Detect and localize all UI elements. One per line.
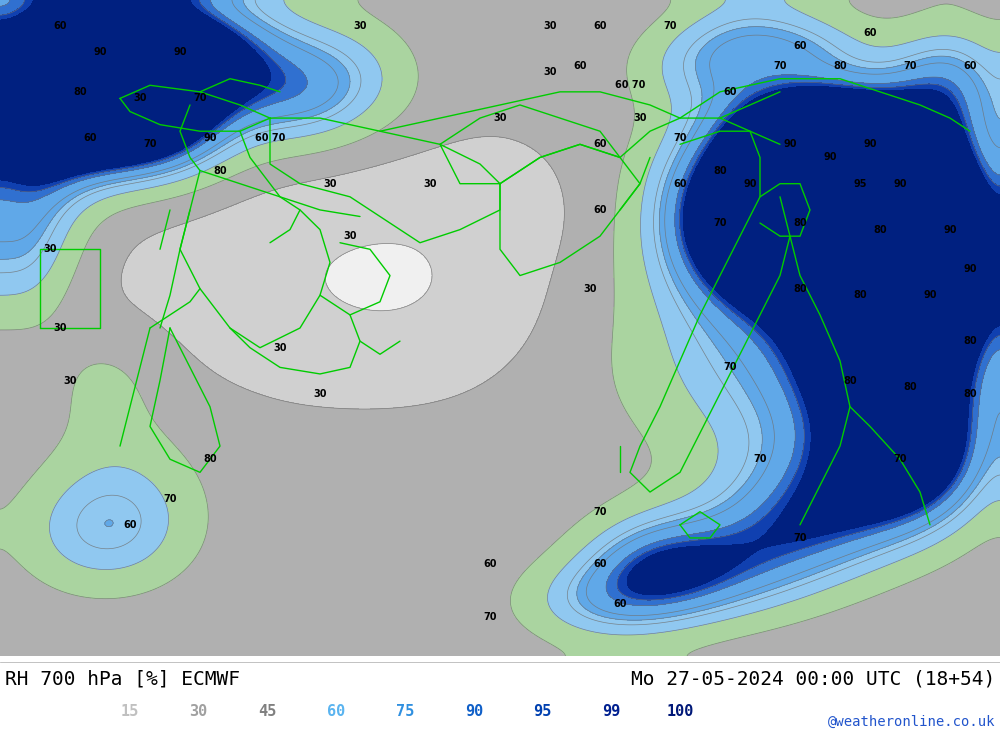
Text: 70: 70 — [793, 533, 807, 543]
Text: 90: 90 — [465, 704, 483, 719]
Text: 90: 90 — [863, 139, 877, 150]
Text: 30: 30 — [543, 21, 557, 32]
Text: 60: 60 — [327, 704, 345, 719]
Text: 30: 30 — [273, 343, 287, 353]
Text: 60: 60 — [483, 559, 497, 570]
Text: 80: 80 — [903, 382, 917, 392]
Text: 45: 45 — [258, 704, 277, 719]
Text: RH 700 hPa [%] ECMWF: RH 700 hPa [%] ECMWF — [5, 670, 240, 689]
Text: 90: 90 — [893, 179, 907, 188]
Text: 30: 30 — [493, 113, 507, 123]
Text: 90: 90 — [963, 264, 977, 274]
Text: 70: 70 — [753, 454, 767, 464]
Text: 60: 60 — [963, 61, 977, 70]
Text: 90: 90 — [923, 290, 937, 301]
Text: 70: 70 — [143, 139, 157, 150]
Text: 90: 90 — [823, 152, 837, 163]
Text: 60: 60 — [593, 559, 607, 570]
Text: 80: 80 — [203, 454, 217, 464]
Text: 60: 60 — [863, 28, 877, 38]
Text: 70: 70 — [673, 133, 687, 143]
Text: 60 70: 60 70 — [255, 133, 285, 143]
Text: 60: 60 — [123, 520, 137, 530]
Text: 80: 80 — [963, 336, 977, 346]
Text: 80: 80 — [833, 61, 847, 70]
Text: 80: 80 — [963, 388, 977, 399]
Text: 30: 30 — [423, 179, 437, 188]
Text: 70: 70 — [903, 61, 917, 70]
Text: 90: 90 — [93, 48, 107, 57]
Text: 30: 30 — [63, 375, 77, 386]
Text: 70: 70 — [483, 611, 497, 622]
Text: 30: 30 — [313, 388, 327, 399]
Text: 75: 75 — [396, 704, 414, 719]
Text: 90: 90 — [943, 224, 957, 235]
Text: 30: 30 — [583, 284, 597, 294]
Text: 30: 30 — [323, 179, 337, 188]
Text: 70: 70 — [713, 218, 727, 228]
Text: 60: 60 — [593, 139, 607, 150]
Text: 70: 70 — [773, 61, 787, 70]
Text: 30: 30 — [543, 67, 557, 77]
Text: 99: 99 — [602, 704, 620, 719]
Text: 90: 90 — [743, 179, 757, 188]
Text: 60: 60 — [593, 21, 607, 32]
Text: 30: 30 — [343, 231, 357, 241]
Text: 30: 30 — [43, 244, 57, 254]
Text: 30: 30 — [633, 113, 647, 123]
Text: 70: 70 — [893, 454, 907, 464]
Text: 80: 80 — [853, 290, 867, 301]
Text: 80: 80 — [793, 284, 807, 294]
Text: 80: 80 — [793, 218, 807, 228]
Text: 70: 70 — [663, 21, 677, 32]
Text: 95: 95 — [533, 704, 552, 719]
Text: 80: 80 — [873, 224, 887, 235]
Text: 30: 30 — [353, 21, 367, 32]
Text: 70: 70 — [593, 507, 607, 517]
Text: 95: 95 — [853, 179, 867, 188]
Text: 60: 60 — [83, 133, 97, 143]
Text: 80: 80 — [213, 166, 227, 176]
Text: 60: 60 — [673, 179, 687, 188]
Text: 60 70: 60 70 — [615, 81, 645, 90]
Text: 60: 60 — [723, 86, 737, 97]
Text: 90: 90 — [783, 139, 797, 150]
Text: 30: 30 — [133, 93, 147, 103]
Text: 70: 70 — [723, 362, 737, 372]
Text: 60: 60 — [593, 205, 607, 215]
Text: 60: 60 — [573, 61, 587, 70]
Text: 60: 60 — [613, 599, 627, 608]
Text: 30: 30 — [190, 704, 208, 719]
Text: @weatheronline.co.uk: @weatheronline.co.uk — [828, 715, 995, 729]
Text: 60: 60 — [53, 21, 67, 32]
Text: 80: 80 — [73, 86, 87, 97]
Text: 100: 100 — [666, 704, 694, 719]
Text: 90: 90 — [173, 48, 187, 57]
Text: 15: 15 — [121, 704, 139, 719]
Text: 70: 70 — [193, 93, 207, 103]
Text: Mo 27-05-2024 00:00 UTC (18+54): Mo 27-05-2024 00:00 UTC (18+54) — [631, 670, 995, 689]
Text: 70: 70 — [163, 493, 177, 504]
Text: 80: 80 — [843, 375, 857, 386]
Text: 80: 80 — [713, 166, 727, 176]
Text: 30: 30 — [53, 323, 67, 333]
Text: 90: 90 — [203, 133, 217, 143]
Text: 60: 60 — [793, 41, 807, 51]
